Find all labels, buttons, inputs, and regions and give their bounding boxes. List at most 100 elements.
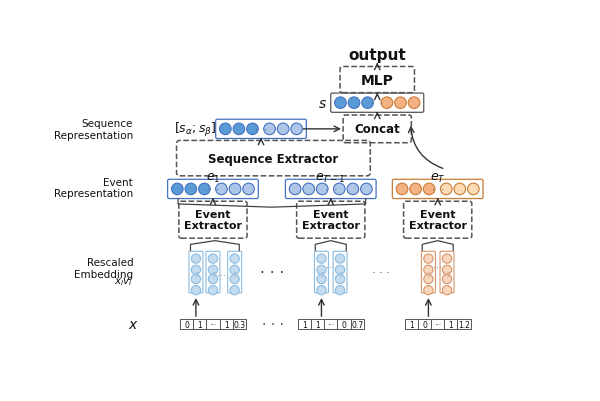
Text: 1: 1 (315, 320, 320, 329)
Text: 1: 1 (224, 320, 229, 329)
FancyBboxPatch shape (314, 252, 328, 293)
Text: ·
·: · · (339, 269, 341, 279)
Text: · · ·: · · · (372, 267, 390, 277)
Text: 0: 0 (184, 320, 189, 329)
Text: $s$: $s$ (318, 96, 326, 110)
Circle shape (467, 184, 479, 195)
Text: MLP: MLP (361, 73, 394, 87)
Bar (431, 320, 444, 330)
FancyBboxPatch shape (392, 180, 483, 199)
Text: ·
·: · · (212, 269, 214, 279)
Circle shape (424, 286, 433, 295)
Circle shape (424, 184, 435, 195)
Text: $e_1$: $e_1$ (206, 171, 220, 184)
Text: $x$: $x$ (128, 318, 139, 332)
Text: ...: ... (217, 267, 226, 277)
Circle shape (229, 184, 241, 195)
Circle shape (215, 184, 227, 195)
Text: output: output (349, 48, 406, 63)
FancyBboxPatch shape (227, 252, 242, 293)
Text: ·
·: · · (427, 269, 430, 279)
Text: Event: Event (313, 210, 349, 220)
Circle shape (408, 98, 420, 109)
Text: ·  ·: · · (371, 98, 383, 108)
Circle shape (362, 98, 373, 109)
Circle shape (442, 286, 452, 295)
Circle shape (243, 184, 254, 195)
Circle shape (396, 184, 408, 195)
Bar (298, 320, 311, 330)
Circle shape (442, 254, 452, 263)
Bar (324, 320, 337, 330)
Circle shape (230, 265, 239, 275)
Circle shape (208, 254, 218, 263)
Text: Event: Event (195, 210, 231, 220)
Circle shape (442, 275, 452, 284)
Circle shape (335, 286, 345, 295)
Circle shape (424, 275, 433, 284)
Bar (193, 320, 206, 330)
Text: ·  ·: · · (325, 184, 337, 194)
Text: Extractor: Extractor (184, 221, 242, 231)
Circle shape (317, 265, 326, 275)
Text: 0: 0 (341, 320, 346, 329)
Circle shape (289, 184, 301, 195)
Bar (233, 320, 246, 330)
Circle shape (191, 265, 200, 275)
Circle shape (410, 184, 421, 195)
Circle shape (247, 124, 258, 135)
Text: $[s_{\alpha}; s_{\beta}]$: $[s_{\alpha}; s_{\beta}]$ (173, 121, 216, 138)
FancyBboxPatch shape (206, 252, 220, 293)
Circle shape (208, 265, 218, 275)
Circle shape (440, 184, 452, 195)
Bar (444, 320, 457, 330)
Bar (180, 320, 193, 330)
Circle shape (303, 184, 314, 195)
Circle shape (220, 124, 231, 135)
Text: ...: ... (433, 260, 442, 270)
FancyBboxPatch shape (286, 180, 376, 199)
Text: 0.7: 0.7 (351, 320, 363, 329)
Circle shape (277, 124, 289, 135)
Circle shape (191, 275, 200, 284)
Text: 1: 1 (302, 320, 307, 329)
Text: $e_{T-1}$: $e_{T-1}$ (316, 171, 346, 184)
Text: Extractor: Extractor (302, 221, 360, 231)
Text: ·  ·: · · (207, 184, 219, 194)
Text: 0: 0 (422, 320, 427, 329)
Bar (337, 320, 350, 330)
Circle shape (291, 124, 302, 135)
Text: Concat: Concat (355, 123, 400, 136)
Bar (457, 320, 470, 330)
FancyBboxPatch shape (189, 252, 203, 293)
Text: · · ·: · · · (262, 318, 284, 332)
Circle shape (381, 98, 393, 109)
Circle shape (335, 254, 345, 263)
Text: ·
·: · · (320, 269, 323, 279)
Circle shape (230, 286, 239, 295)
Circle shape (335, 265, 345, 275)
Text: 1.2: 1.2 (458, 320, 470, 329)
Circle shape (348, 98, 360, 109)
Circle shape (191, 286, 200, 295)
Text: Event: Event (420, 210, 455, 220)
Text: Sequence
Representation: Sequence Representation (54, 119, 133, 140)
Text: Extractor: Extractor (409, 221, 467, 231)
Circle shape (317, 254, 326, 263)
Circle shape (230, 275, 239, 284)
Text: 1: 1 (409, 320, 414, 329)
Text: ·  ·: · · (255, 125, 267, 134)
FancyBboxPatch shape (215, 120, 307, 139)
Circle shape (424, 265, 433, 275)
Text: $x_i v_i$: $x_i v_i$ (114, 276, 133, 288)
Text: ·
·: · · (446, 269, 448, 279)
Circle shape (264, 124, 275, 135)
Bar (350, 320, 364, 330)
Bar (418, 320, 431, 330)
Circle shape (185, 184, 197, 195)
Text: $e_T$: $e_T$ (430, 171, 446, 184)
Circle shape (233, 124, 245, 135)
Circle shape (191, 254, 200, 263)
Text: ...: ... (326, 260, 335, 270)
Circle shape (361, 184, 372, 195)
